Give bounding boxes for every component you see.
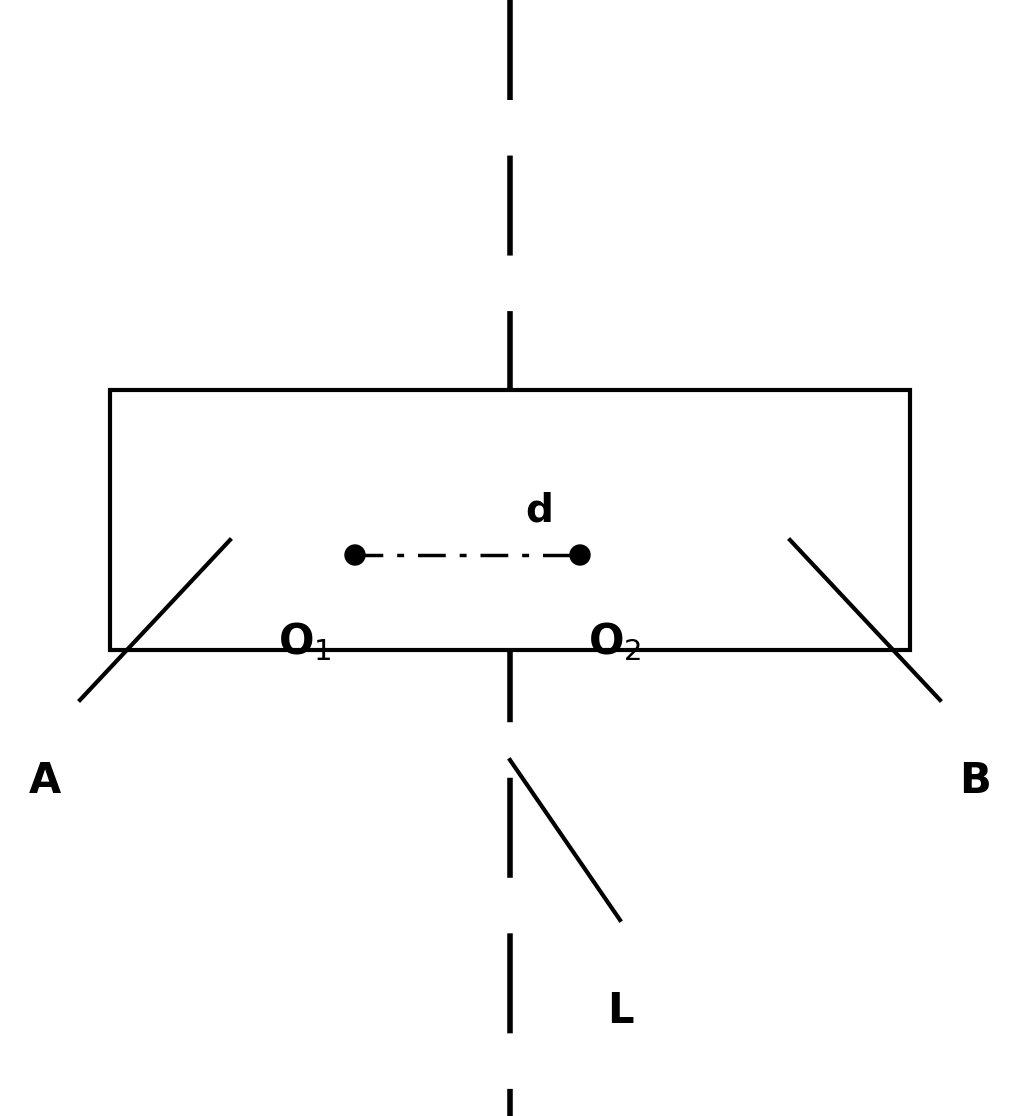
Circle shape (345, 545, 365, 565)
Circle shape (570, 545, 590, 565)
Text: L: L (606, 990, 633, 1032)
Text: O$_1$: O$_1$ (279, 620, 332, 663)
Text: B: B (959, 760, 991, 802)
Text: d: d (525, 492, 553, 530)
Text: A: A (29, 760, 61, 802)
Text: O$_2$: O$_2$ (589, 620, 642, 663)
Bar (110, 389, 910, 650)
